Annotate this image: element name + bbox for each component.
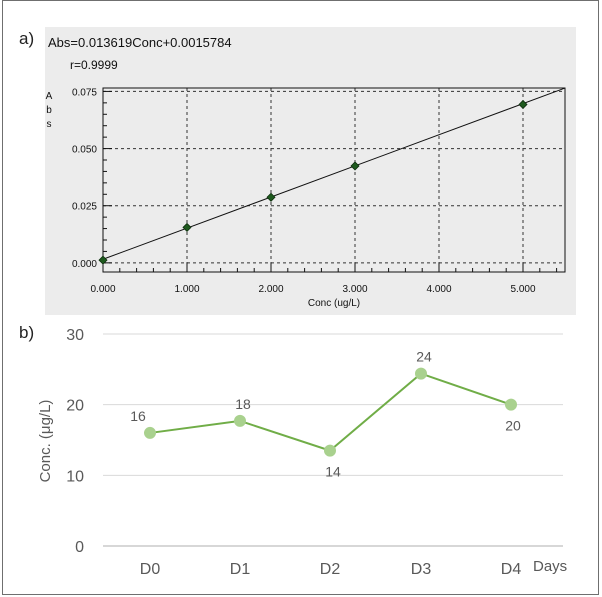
chart-b-y-tick-labels: 0 10 20 30 bbox=[66, 327, 84, 556]
chart-a-plot-frame bbox=[102, 87, 566, 273]
chart-a-y-tick-label: 0.025 bbox=[72, 202, 97, 213]
chart-a-x-tick-label: 4.000 bbox=[426, 284, 451, 295]
chart-b-data-labels: 16 18 14 24 20 bbox=[130, 349, 521, 480]
chart-b-gridlines bbox=[103, 333, 563, 547]
chart-b-y-tick-label: 0 bbox=[75, 539, 84, 556]
panel-b-label: b) bbox=[19, 323, 35, 342]
chart-b-x-tick-label: D4 bbox=[501, 561, 522, 578]
chart-a-gridlines bbox=[103, 88, 565, 272]
panel-a-label: a) bbox=[19, 29, 35, 48]
chart-b-x-tick-label: D1 bbox=[230, 561, 251, 578]
chart-b-point bbox=[324, 444, 336, 457]
chart-a-y-axis-label-char: A bbox=[46, 91, 53, 102]
chart-a-point bbox=[518, 99, 528, 110]
chart-b-x-tick-label: D0 bbox=[140, 561, 161, 578]
chart-a-ticks bbox=[102, 90, 558, 272]
calibration-chart: Abs=0.013619Conc+0.0015784 r=0.9999 0.00… bbox=[46, 35, 566, 309]
chart-b-x-axis-label: Days bbox=[533, 558, 567, 575]
chart-b-point bbox=[415, 367, 427, 380]
chart-b-y-tick-label: 30 bbox=[66, 327, 84, 344]
chart-a-x-axis-label: Conc (ug/L) bbox=[308, 298, 360, 309]
chart-a-x-tick-label: 1.000 bbox=[174, 284, 199, 295]
chart-a-y-axis-label-char: s bbox=[47, 119, 52, 130]
chart-a-point bbox=[266, 192, 276, 202]
chart-a-fit-line bbox=[102, 87, 566, 260]
chart-a-point bbox=[350, 161, 360, 171]
chart-b-points bbox=[144, 367, 517, 457]
chart-a-x-tick-label: 3.000 bbox=[342, 284, 367, 295]
chart-b-data-label: 14 bbox=[325, 464, 341, 480]
chart-b-y-axis-label: Conc. (μg/L) bbox=[37, 400, 54, 483]
chart-a-y-tick-label: 0.050 bbox=[72, 145, 97, 156]
chart-b-data-label: 20 bbox=[505, 418, 521, 434]
chart-a-y-tick-label: 0.000 bbox=[72, 259, 97, 270]
chart-b-point bbox=[144, 426, 156, 439]
chart-a-y-tick-label: 0.075 bbox=[72, 87, 97, 98]
chart-a-x-tick-label: 2.000 bbox=[258, 284, 283, 295]
chart-a-title: Abs=0.013619Conc+0.0015784 bbox=[48, 35, 232, 50]
chart-b-data-label: 24 bbox=[416, 349, 432, 365]
chart-a-x-tick-label: 5.000 bbox=[510, 284, 535, 295]
panel-a-background bbox=[45, 27, 576, 315]
chart-a-y-axis-label-char: b bbox=[46, 105, 52, 116]
chart-b-series-line bbox=[149, 372, 512, 452]
chart-b-point bbox=[505, 398, 517, 411]
chart-b-point bbox=[234, 414, 246, 427]
chart-b-data-label: 16 bbox=[130, 408, 146, 424]
chart-b-data-label: 18 bbox=[235, 396, 251, 412]
chart-a-points bbox=[98, 99, 528, 265]
chart-a-point bbox=[98, 255, 108, 265]
chart-a-x-tick-label: 0.000 bbox=[90, 284, 115, 295]
chart-b-x-tick-labels: D0 D1 D2 D3 D4 bbox=[140, 561, 522, 578]
chart-a-x-tick-labels: 0.000 1.000 2.000 3.000 4.000 5.000 bbox=[90, 284, 535, 295]
chart-a-y-axis-label: Abs bbox=[46, 91, 53, 130]
chart-a-subtitle: r=0.9999 bbox=[70, 58, 118, 72]
chart-b-y-tick-label: 10 bbox=[66, 468, 84, 485]
chart-b-x-tick-label: D2 bbox=[320, 561, 341, 578]
chart-a-point bbox=[182, 222, 192, 232]
chart-b-y-tick-label: 20 bbox=[66, 398, 84, 415]
chart-a-y-tick-labels: 0.000 0.025 0.050 0.075 bbox=[72, 87, 97, 269]
chart-b-x-tick-label: D3 bbox=[411, 561, 432, 578]
